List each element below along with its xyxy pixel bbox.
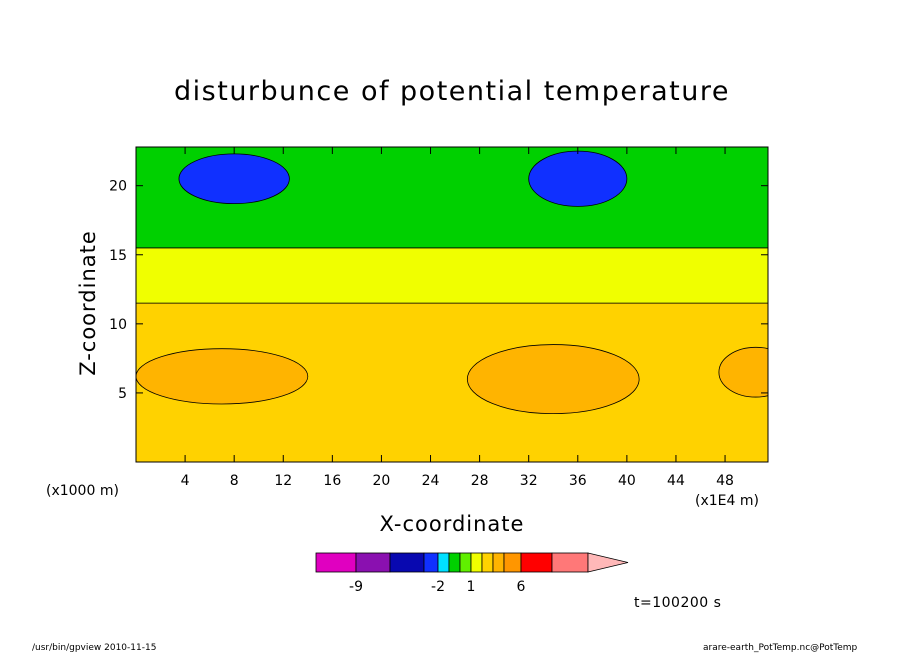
y-axis: 5 10 15 20	[109, 179, 768, 402]
colorbar-label: -2	[431, 579, 445, 595]
contour-region-middle-yellow-layer	[136, 247, 768, 304]
plot-frame	[135, 146, 769, 463]
colorbar-segment	[459, 552, 472, 573]
y-tick-label: 5	[118, 386, 127, 402]
x-tick-label: 12	[274, 473, 292, 489]
contour-region-orange-blob-center	[466, 344, 640, 415]
colorbar: -9 -2 1 6	[315, 552, 629, 595]
colorbar-segment	[503, 552, 522, 573]
colorbar-label: 6	[517, 579, 526, 595]
x-tick-label: 16	[323, 473, 341, 489]
colorbar-segment	[551, 552, 589, 573]
contour-region-orange-blob-left	[136, 348, 309, 405]
colorbar-segment	[355, 552, 391, 573]
colorbar-segment	[448, 552, 461, 573]
colorbar-segment	[315, 552, 357, 573]
x-tick-label: 8	[230, 473, 239, 489]
footer-right: arare-earth_PotTemp.nc@PotTemp	[703, 643, 858, 653]
colorbar-label: 1	[467, 579, 476, 595]
time-label: t=100200 s	[634, 595, 722, 611]
colorbar-segment	[481, 552, 494, 573]
y-tick-label: 10	[109, 317, 127, 333]
x-tick-label: 20	[373, 473, 391, 489]
y-tick-label: 20	[109, 179, 127, 195]
y-axis-label: Z-coordinate	[76, 230, 100, 376]
colorbar-segment	[470, 552, 483, 573]
x-tick-label: 4	[181, 473, 190, 489]
contour-region-blue-cell-center	[528, 150, 628, 207]
footer-left: /usr/bin/gpview 2010-11-15	[32, 643, 157, 653]
colorbar-segment	[437, 552, 450, 573]
x-axis: 4 8 12 16 20 24 28 32 36 40 44 48	[181, 147, 734, 489]
colorbar-segment	[389, 552, 425, 573]
colorbar-segment	[492, 552, 505, 573]
colorbar-segment	[423, 552, 439, 573]
x-axis-label: X-coordinate	[379, 512, 525, 536]
colorbar-segment	[520, 552, 553, 573]
plot-area	[136, 147, 768, 462]
x-tick-label: 24	[422, 473, 440, 489]
x-tick-label: 48	[716, 473, 734, 489]
x-tick-label: 32	[520, 473, 538, 489]
contour-region-blue-cell-left	[178, 153, 290, 205]
contour-region-orange-blob-right	[718, 346, 768, 398]
y-tick-label: 15	[109, 248, 127, 264]
x-tick-label: 44	[667, 473, 685, 489]
x-axis-unit: (x1E4 m)	[695, 493, 759, 509]
colorbar-extend-arrow	[587, 552, 629, 573]
y-axis-unit: (x1000 m)	[46, 483, 119, 499]
colorbar-label: -9	[349, 579, 363, 595]
x-tick-label: 40	[618, 473, 636, 489]
x-tick-label: 28	[471, 473, 489, 489]
chart-title: disturbunce of potential temperature	[174, 76, 730, 107]
x-tick-label: 36	[569, 473, 587, 489]
